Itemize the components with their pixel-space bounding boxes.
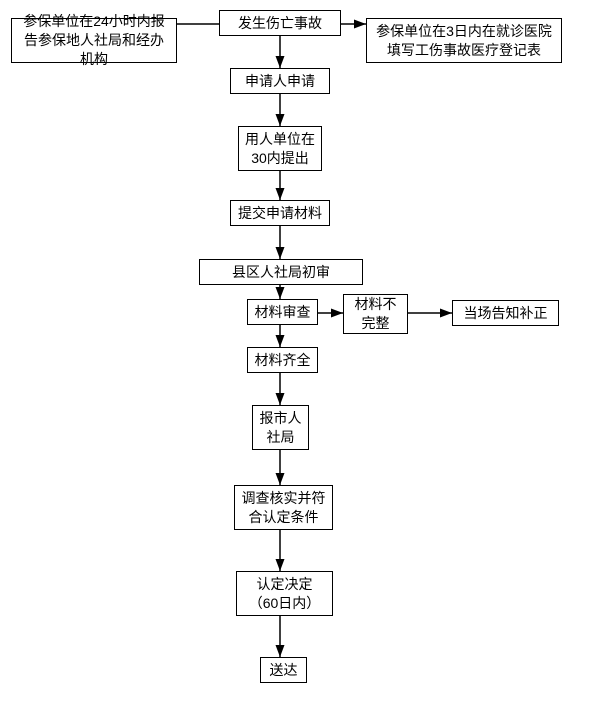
node-submit: 提交申请材料 — [230, 200, 330, 226]
node-start: 发生伤亡事故 — [219, 10, 341, 36]
node-label: 发生伤亡事故 — [238, 14, 322, 33]
node-label: 参保单位在24小时内报告参保地人社局和经办机构 — [18, 12, 170, 69]
node-label: 材料不完整 — [350, 295, 401, 333]
node-label: 材料齐全 — [255, 351, 311, 370]
node-label: 认定决定（60日内） — [243, 575, 326, 613]
node-deliver: 送达 — [260, 657, 307, 683]
node-left-branch: 参保单位在24小时内报告参保地人社局和经办机构 — [11, 18, 177, 63]
node-label: 用人单位在30内提出 — [245, 130, 315, 168]
node-label: 材料审查 — [255, 303, 311, 322]
node-label: 报市人社局 — [259, 409, 302, 447]
node-notify: 当场告知补正 — [452, 300, 559, 326]
node-review: 材料审查 — [247, 299, 318, 325]
node-report: 报市人社局 — [252, 405, 309, 450]
node-label: 县区人社局初审 — [232, 263, 330, 282]
node-right-branch: 参保单位在3日内在就诊医院填写工伤事故医疗登记表 — [366, 18, 562, 63]
node-incomplete: 材料不完整 — [343, 294, 408, 334]
node-employer: 用人单位在30内提出 — [238, 126, 322, 171]
node-county: 县区人社局初审 — [199, 259, 363, 285]
node-label: 参保单位在3日内在就诊医院填写工伤事故医疗登记表 — [373, 22, 555, 60]
node-label: 提交申请材料 — [238, 204, 322, 223]
node-investigate: 调查核实并符合认定条件 — [234, 485, 333, 530]
node-label: 申请人申请 — [245, 72, 315, 91]
node-apply: 申请人申请 — [230, 68, 330, 94]
node-label: 调查核实并符合认定条件 — [241, 489, 326, 527]
node-decide: 认定决定（60日内） — [236, 571, 333, 616]
node-complete: 材料齐全 — [247, 347, 318, 373]
node-label: 当场告知补正 — [464, 304, 548, 323]
node-label: 送达 — [270, 661, 298, 680]
